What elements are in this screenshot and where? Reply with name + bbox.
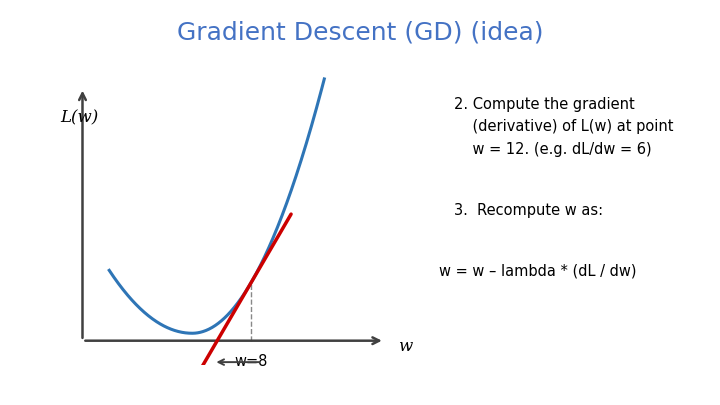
Text: 3.  Recompute w as:: 3. Recompute w as:	[454, 202, 603, 217]
Text: w = w – lambda * (dL / dw): w = w – lambda * (dL / dw)	[439, 263, 636, 278]
Text: Gradient Descent (GD) (idea): Gradient Descent (GD) (idea)	[176, 20, 544, 44]
Text: w: w	[398, 338, 413, 355]
Text: L(w): L(w)	[60, 109, 98, 126]
Text: 2. Compute the gradient
    (derivative) of L(w) at point
    w = 12. (e.g. dL/d: 2. Compute the gradient (derivative) of …	[454, 97, 673, 157]
Text: w=8: w=8	[234, 354, 268, 369]
